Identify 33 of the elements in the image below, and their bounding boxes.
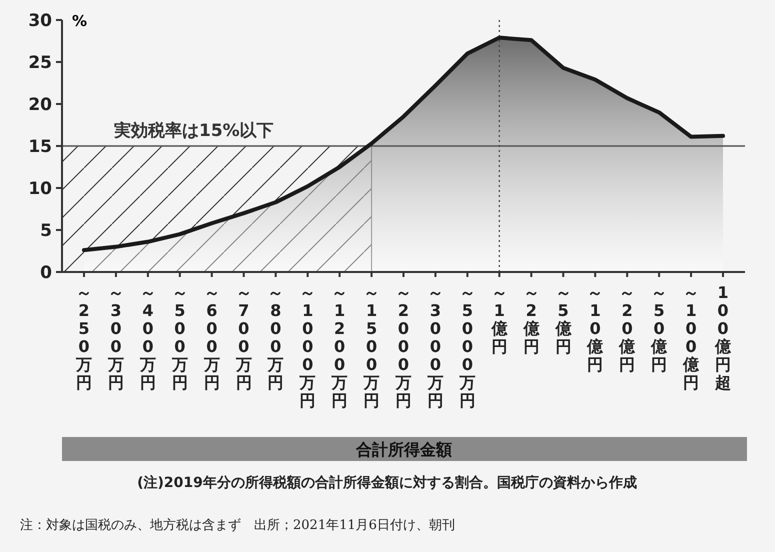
x-tick-label: ～2000万円 [394, 283, 412, 410]
x-tick-label: ～300万円 [106, 283, 124, 392]
x-tick-label: ～5億円 [554, 283, 572, 356]
x-tick-label: ～800万円 [266, 283, 284, 392]
x-tick-label: ～1500万円 [362, 283, 380, 410]
y-tick-label: 15 [28, 137, 52, 157]
x-tick-label: ～500万円 [170, 283, 188, 392]
ref-line-label: 実効税率は15%以下 [113, 121, 274, 141]
x-tick-label: ～700万円 [234, 283, 252, 392]
x-tick-label: ～2億円 [522, 283, 540, 356]
x-tick-label: ～1000万円 [298, 283, 316, 410]
y-tick-label: 30 [28, 11, 52, 31]
x-axis-title: 合計所得金額 [355, 440, 452, 459]
x-tick-label: ～1200万円 [330, 283, 348, 410]
text: (注)2019年分の所得税額の合計所得金額に対する割合。国税庁の資料から作成 [137, 474, 637, 491]
y-axis-title: % [72, 12, 88, 30]
x-tick-label: ～250万円 [75, 283, 92, 392]
x-tick-label: ～3000万円 [426, 283, 444, 410]
x-tick-label: ～400万円 [138, 283, 156, 392]
y-tick-label: 0 [40, 263, 52, 283]
x-tick-label: ～20億円 [618, 283, 636, 374]
x-tick-label: 100億円超 [714, 283, 732, 392]
y-tick-label: 5 [40, 221, 52, 241]
y-tick-label: 20 [28, 95, 52, 115]
y-tick-label: 25 [28, 53, 52, 73]
x-tick-label: ～600万円 [202, 283, 220, 392]
y-tick-label: 10 [28, 179, 52, 199]
x-tick-label: ～5000万円 [458, 283, 476, 410]
x-tick-label: ～1億円 [490, 283, 508, 356]
x-tick-label: ～100億円 [682, 283, 700, 392]
x-tick-label: ～50億円 [650, 283, 668, 374]
x-tick-label: ～10億円 [586, 283, 604, 374]
text: 注：対象は国税のみ、地方税は含まず 出所；2021年11月6日付け、朝刊 [20, 517, 455, 533]
